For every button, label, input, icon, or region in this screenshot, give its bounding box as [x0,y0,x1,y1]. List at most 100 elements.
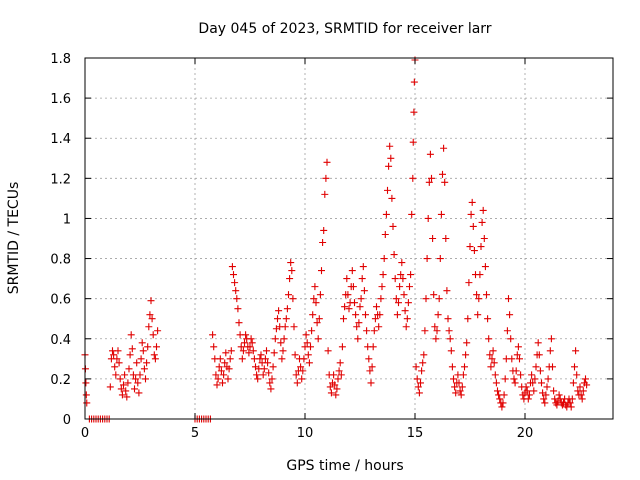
data-point [507,335,515,343]
data-point [501,375,509,383]
data-point [136,371,144,379]
data-point [117,385,125,393]
data-point [424,214,432,222]
data-point [360,287,368,295]
data-point [259,371,267,379]
data-point [389,222,397,230]
data-point [505,295,512,303]
data-point [487,363,495,371]
x-axis-label: GPS time / hours [286,458,403,474]
data-point [365,355,373,363]
y-tick-label: 0.8 [50,253,71,268]
data-point [147,297,155,305]
data-point [217,367,225,375]
data-point [467,210,475,218]
data-point [448,363,456,371]
data-point [384,186,391,194]
data-point [222,349,230,357]
data-point [473,291,481,299]
data-point [333,385,341,393]
data-point [270,349,278,357]
data-point [225,365,233,373]
data-point [146,311,154,319]
data-point [400,291,408,299]
data-point [264,359,272,367]
data-point [82,379,90,387]
data-point [542,391,550,399]
data-point [410,78,418,86]
data-point [496,395,504,403]
data-point [483,291,490,299]
data-point [377,295,385,303]
data-point [371,315,379,323]
data-point [516,355,523,363]
data-point [407,271,415,279]
data-point [338,343,346,351]
data-point [463,339,471,347]
data-point [291,351,299,359]
data-point [145,323,153,331]
data-point [523,387,531,395]
data-point [282,315,290,323]
data-point [541,399,549,407]
data-point [528,371,536,379]
data-point [524,395,532,403]
data-point [532,363,540,371]
data-point [263,347,270,355]
data-point [475,295,483,303]
data-point [378,283,386,291]
data-point [344,291,352,299]
y-tick-label: 0.6 [50,293,71,308]
data-point [286,275,294,283]
data-point [430,291,438,299]
y-tick-label: 0.2 [50,373,71,388]
data-point [370,327,378,335]
data-point [488,355,496,363]
data-point [441,178,449,186]
data-point [216,355,224,363]
data-point [498,403,506,411]
data-point [132,375,140,383]
data-point [469,222,477,230]
data-point [396,283,404,291]
data-point [439,170,446,178]
data-point [410,108,418,116]
data-point [393,311,401,319]
data-point [122,387,130,395]
data-point [128,345,136,353]
data-point [511,379,519,387]
data-point [373,303,380,311]
data-point [429,235,437,242]
data-point [309,311,317,319]
data-point [349,283,357,291]
data-point [381,230,389,238]
data-point [577,391,585,399]
data-point [455,379,463,387]
y-tick-label: 1.2 [50,172,71,187]
chart-title: Day 045 of 2023, SRMTID for receiver lar… [198,21,491,37]
data-point [143,359,151,367]
data-point [110,351,118,359]
data-point [566,399,574,407]
data-point [318,267,325,275]
data-point [323,158,331,166]
data-point [522,383,530,391]
data-point [313,319,321,327]
data-point [543,383,551,391]
plot-frame [84,57,614,420]
data-point [83,399,91,407]
data-point [297,363,305,371]
x-tick-label: 5 [191,426,199,441]
data-point [376,311,384,319]
data-point [246,343,254,351]
data-point [529,379,537,387]
data-point [153,343,160,351]
data-point [235,319,243,327]
data-point [447,347,455,355]
data-point [544,375,552,383]
data-point [290,323,298,331]
data-point [224,375,232,383]
data-point [433,327,441,335]
data-point [368,363,376,371]
